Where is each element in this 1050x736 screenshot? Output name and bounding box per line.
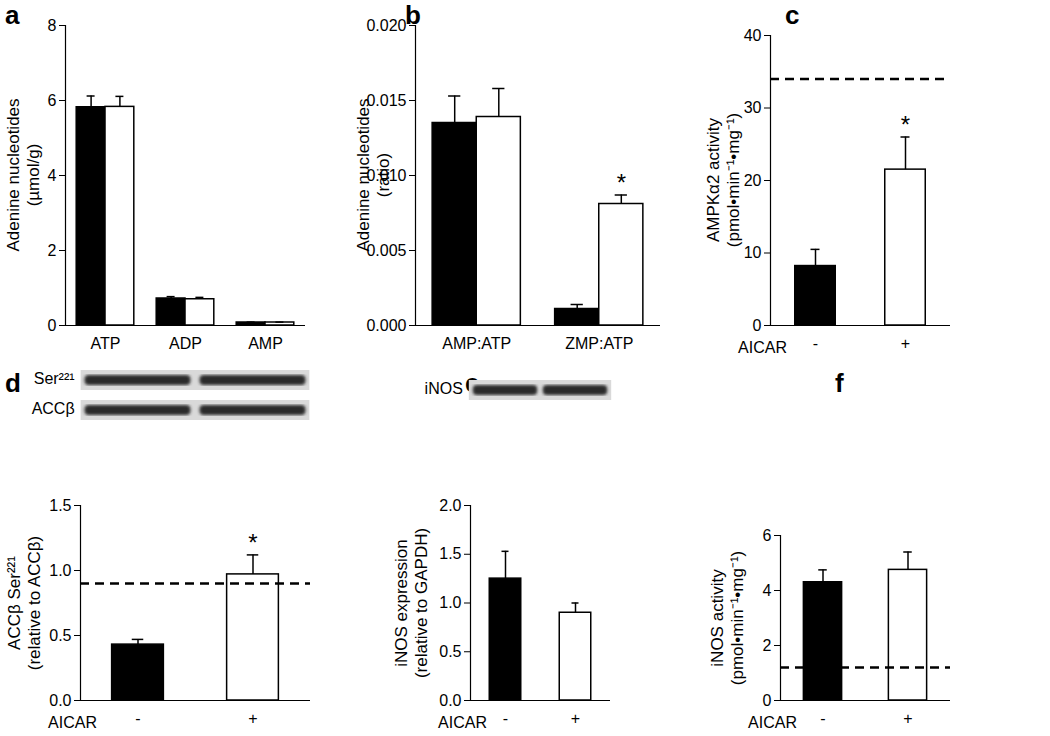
html-text:(relative to ACCβ): (relative to ACCβ) [25, 535, 44, 670]
svg-text:+: + [571, 710, 580, 727]
svg-text:20: 20 [744, 172, 762, 189]
svg-text:ATP: ATP [91, 335, 121, 352]
html-text:iNOS expression: iNOS expression [391, 538, 411, 667]
svg-text:0: 0 [753, 317, 762, 334]
html-text:ACCβ: ACCβ [31, 400, 75, 417]
svg-text:40: 40 [744, 27, 762, 44]
svg-text:ADP: ADP [169, 335, 202, 352]
html-text:(pmol•min⁻¹•mg⁻¹): (pmol•min⁻¹•mg⁻¹) [724, 112, 743, 248]
svg-text:6: 6 [763, 527, 772, 544]
svg-text:-: - [820, 710, 825, 727]
svg-text:AMP: AMP [248, 335, 283, 352]
html-text:iNOS activity: iNOS activity [707, 568, 727, 667]
html-text:e: e [465, 368, 480, 398]
svg-text:AICAR: AICAR [738, 339, 787, 356]
svg-text:10: 10 [744, 244, 762, 261]
svg-text:2: 2 [48, 242, 57, 259]
svg-text:0.015: 0.015 [366, 91, 407, 109]
svg-text:1.5: 1.5 [49, 497, 71, 514]
svg-text:0: 0 [763, 692, 772, 709]
svg-text:AICAR: AICAR [48, 714, 97, 731]
svg-text:0.020: 0.020 [366, 17, 406, 34]
svg-text:*: * [901, 111, 910, 138]
html-text:Adenine nucleotides: Adenine nucleotides [3, 98, 23, 252]
svg-text:AICAR: AICAR [438, 714, 487, 731]
svg-text:-: - [135, 710, 140, 727]
html-text:iNOS: iNOS [424, 380, 463, 397]
svg-text:1.0: 1.0 [49, 562, 71, 579]
html-text:Ser²²¹: Ser²²¹ [33, 370, 75, 387]
svg-text:ZMP:ATP: ZMP:ATP [565, 335, 633, 352]
svg-text:*: * [248, 529, 257, 556]
svg-text:6: 6 [48, 92, 57, 109]
svg-text:2: 2 [763, 637, 772, 654]
svg-text:+: + [901, 335, 910, 352]
svg-text:AICAR: AICAR [748, 714, 797, 731]
html-text:Adenine nucleotides: Adenine nucleotides [353, 98, 373, 252]
svg-text:0.5: 0.5 [439, 643, 461, 660]
svg-text:+: + [248, 710, 257, 727]
svg-text:0.005: 0.005 [366, 241, 407, 259]
html-text:(relative to GAPDH): (relative to GAPDH) [412, 527, 431, 678]
html-text:b: b [405, 0, 421, 30]
svg-text:8: 8 [48, 17, 57, 34]
svg-text:0.0: 0.0 [49, 692, 71, 709]
html-text:(µmol/g): (µmol/g) [24, 143, 43, 207]
html-text:c: c [785, 0, 800, 30]
html-text:d: d [5, 368, 21, 398]
svg-text:-: - [813, 335, 818, 352]
svg-text:1.0: 1.0 [439, 594, 461, 611]
svg-text:+: + [903, 710, 912, 727]
svg-text:0.5: 0.5 [49, 627, 71, 644]
svg-text:0.0: 0.0 [439, 692, 461, 709]
html-text:a: a [5, 0, 20, 30]
svg-text:AMP:ATP: AMP:ATP [442, 335, 511, 352]
html-text:(ratio): (ratio) [374, 152, 393, 198]
svg-text:1.5: 1.5 [439, 545, 461, 562]
svg-text:2.0: 2.0 [439, 497, 461, 514]
svg-text:0.000: 0.000 [366, 317, 406, 334]
html-text:f: f [835, 368, 844, 398]
svg-text:-: - [503, 710, 508, 727]
svg-text:4: 4 [48, 167, 57, 184]
svg-text:0: 0 [48, 317, 57, 334]
html-text:AMPKα2 activity: AMPKα2 activity [703, 117, 723, 243]
html-text:ACCβ Ser²²¹: ACCβ Ser²²¹ [4, 555, 24, 650]
svg-text:*: * [617, 169, 626, 196]
svg-text:4: 4 [763, 582, 772, 599]
html-text:(pmol•min⁻¹•mg⁻¹): (pmol•min⁻¹•mg⁻¹) [728, 550, 747, 685]
svg-text:30: 30 [744, 99, 762, 116]
